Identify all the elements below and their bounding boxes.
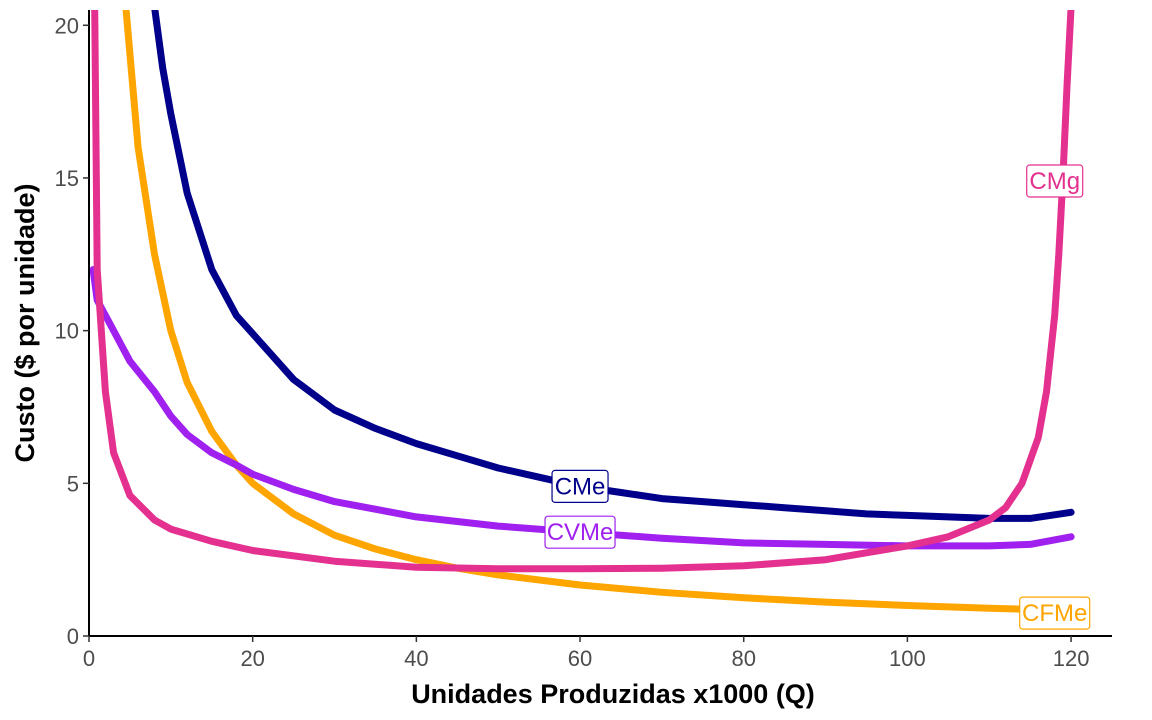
label-box	[1019, 596, 1091, 630]
y-tick-label: 10	[55, 319, 79, 344]
x-tick-label: 40	[404, 646, 428, 671]
label-box	[544, 515, 616, 549]
label-text: CMe	[555, 473, 606, 500]
label-cmg: CMg	[1026, 164, 1084, 198]
series-line-cfme	[122, 10, 1034, 613]
axes	[88, 10, 1112, 637]
x-tick-label: 0	[83, 646, 95, 671]
label-text: CFMe	[1022, 600, 1087, 627]
ticks: 0 20 40 60 80 100 120 0 5 10 15 20	[55, 13, 1090, 671]
label-box	[1026, 164, 1084, 198]
y-tick-label: 15	[55, 166, 79, 191]
plot-area	[89, 10, 1075, 613]
x-tick-label: 80	[731, 646, 755, 671]
x-axis-title: Unidades Produzidas x1000 (Q)	[411, 679, 815, 709]
y-tick-label: 20	[55, 13, 79, 38]
x-tick-label: 100	[889, 646, 926, 671]
y-axis-title: Custo ($ por unidade)	[10, 184, 40, 463]
y-tick-label: 5	[67, 471, 79, 496]
series-line-cmg	[91, 10, 1075, 573]
series-line-cme	[151, 10, 1075, 522]
curve-labels: CMe CVMe CFMe CMg	[544, 164, 1091, 630]
label-box	[551, 469, 609, 503]
label-cvme: CVMe	[544, 515, 616, 549]
label-text: CMg	[1029, 168, 1080, 195]
series-line-cvme	[89, 266, 1075, 550]
label-cme: CMe	[551, 469, 609, 503]
x-tick-label: 120	[1053, 646, 1090, 671]
label-text: CVMe	[547, 519, 614, 546]
x-tick-label: 20	[240, 646, 264, 671]
x-tick-label: 60	[568, 646, 592, 671]
y-tick-label: 0	[67, 624, 79, 649]
label-cfme: CFMe	[1019, 596, 1091, 630]
